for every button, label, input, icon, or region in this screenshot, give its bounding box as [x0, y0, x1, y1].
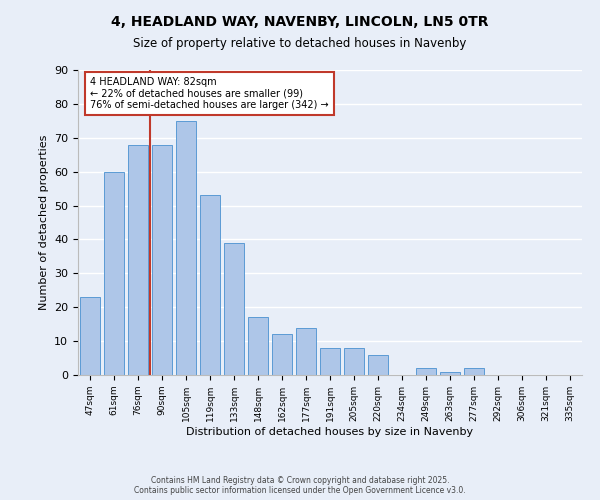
- Bar: [176, 121, 196, 375]
- Bar: [152, 144, 172, 375]
- Bar: [104, 172, 124, 375]
- Text: Contains HM Land Registry data © Crown copyright and database right 2025.
Contai: Contains HM Land Registry data © Crown c…: [134, 476, 466, 495]
- Bar: [128, 144, 148, 375]
- Bar: [320, 348, 340, 375]
- Bar: [440, 372, 460, 375]
- Bar: [368, 354, 388, 375]
- Bar: [272, 334, 292, 375]
- Bar: [296, 328, 316, 375]
- Bar: [416, 368, 436, 375]
- Bar: [464, 368, 484, 375]
- Text: Size of property relative to detached houses in Navenby: Size of property relative to detached ho…: [133, 38, 467, 51]
- Text: 4, HEADLAND WAY, NAVENBY, LINCOLN, LN5 0TR: 4, HEADLAND WAY, NAVENBY, LINCOLN, LN5 0…: [111, 15, 489, 29]
- Bar: [248, 318, 268, 375]
- Bar: [200, 196, 220, 375]
- Bar: [224, 243, 244, 375]
- X-axis label: Distribution of detached houses by size in Navenby: Distribution of detached houses by size …: [187, 426, 473, 436]
- Bar: [80, 297, 100, 375]
- Text: 4 HEADLAND WAY: 82sqm
← 22% of detached houses are smaller (99)
76% of semi-deta: 4 HEADLAND WAY: 82sqm ← 22% of detached …: [90, 77, 329, 110]
- Y-axis label: Number of detached properties: Number of detached properties: [38, 135, 49, 310]
- Bar: [344, 348, 364, 375]
